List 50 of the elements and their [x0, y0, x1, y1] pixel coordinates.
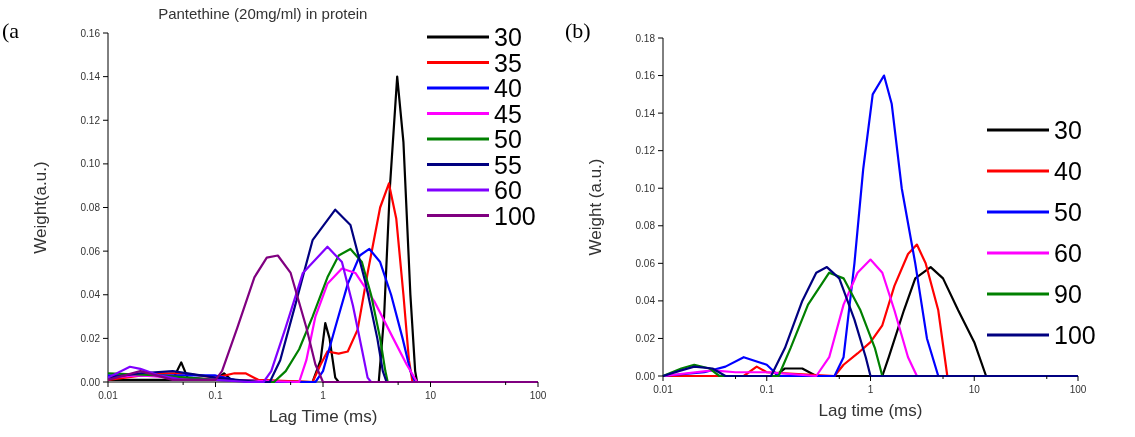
y-axis-title: Weight (a.u.) [586, 158, 605, 256]
legend-label: 45 [494, 99, 522, 128]
y-tick-label: 0.16 [80, 27, 101, 39]
legend-label: 50 [494, 125, 522, 153]
legend-label: 55 [494, 150, 522, 179]
y-tick-label: 0.12 [80, 114, 101, 126]
x-tick-label: 100 [529, 390, 547, 401]
y-tick-label: 0.18 [635, 32, 656, 44]
y-tick-label: 0.08 [80, 202, 101, 213]
legend-label: 100 [494, 201, 536, 230]
y-tick-label: 0.10 [635, 182, 656, 194]
y-tick-label: 0.02 [80, 332, 101, 344]
legend-label: 35 [494, 48, 522, 77]
x-tick-label: 10 [424, 390, 437, 401]
legend-label: 90 [1054, 280, 1082, 308]
x-tick-label: 1 [867, 384, 874, 395]
y-tick-label: 0.06 [80, 245, 101, 257]
y-tick-label: 0.12 [635, 145, 656, 157]
legend-label: 30 [1054, 116, 1082, 144]
x-axis-title: Lag Time (ms) [268, 407, 378, 426]
x-tick-label: 1 [320, 390, 327, 401]
x-tick-label: 0.1 [759, 384, 775, 395]
y-tick-label: 0.04 [80, 289, 101, 301]
y-tick-label: 0.02 [635, 332, 656, 344]
y-tick-label: 0.14 [80, 71, 101, 83]
y-tick-label: 0.16 [635, 70, 656, 82]
y-tick-label: 0.10 [80, 158, 101, 170]
x-tick-label: 0.01 [98, 390, 119, 401]
y-tick-label: 0.14 [635, 107, 656, 119]
legend-label: 30 [494, 23, 522, 51]
x-tick-label: 0.1 [208, 390, 223, 401]
legend-label: 40 [1054, 157, 1082, 185]
text: (a [2, 18, 20, 43]
text: (b) [565, 18, 591, 43]
legend-label: 60 [1054, 239, 1082, 267]
x-tick-label: 0.01 [653, 384, 674, 395]
legend-label: 40 [494, 74, 522, 102]
y-tick-label: 0.08 [635, 220, 656, 232]
legend-label: 50 [1054, 198, 1082, 226]
x-axis-title: Lag time (ms) [818, 401, 923, 420]
x-tick-label: 100 [1069, 384, 1087, 395]
y-tick-label: 0.04 [635, 295, 656, 307]
legend-label: 60 [494, 176, 522, 204]
y-tick-label: 0.00 [80, 376, 101, 388]
y-tick-label: 0.00 [635, 370, 656, 382]
chart-title: Pantethine (20mg/ml) in protein [158, 5, 368, 22]
y-axis-title: Weight(a.u.) [31, 161, 50, 254]
x-tick-label: 10 [968, 384, 981, 395]
y-tick-label: 0.06 [635, 257, 656, 269]
legend-label: 100 [1054, 321, 1096, 349]
